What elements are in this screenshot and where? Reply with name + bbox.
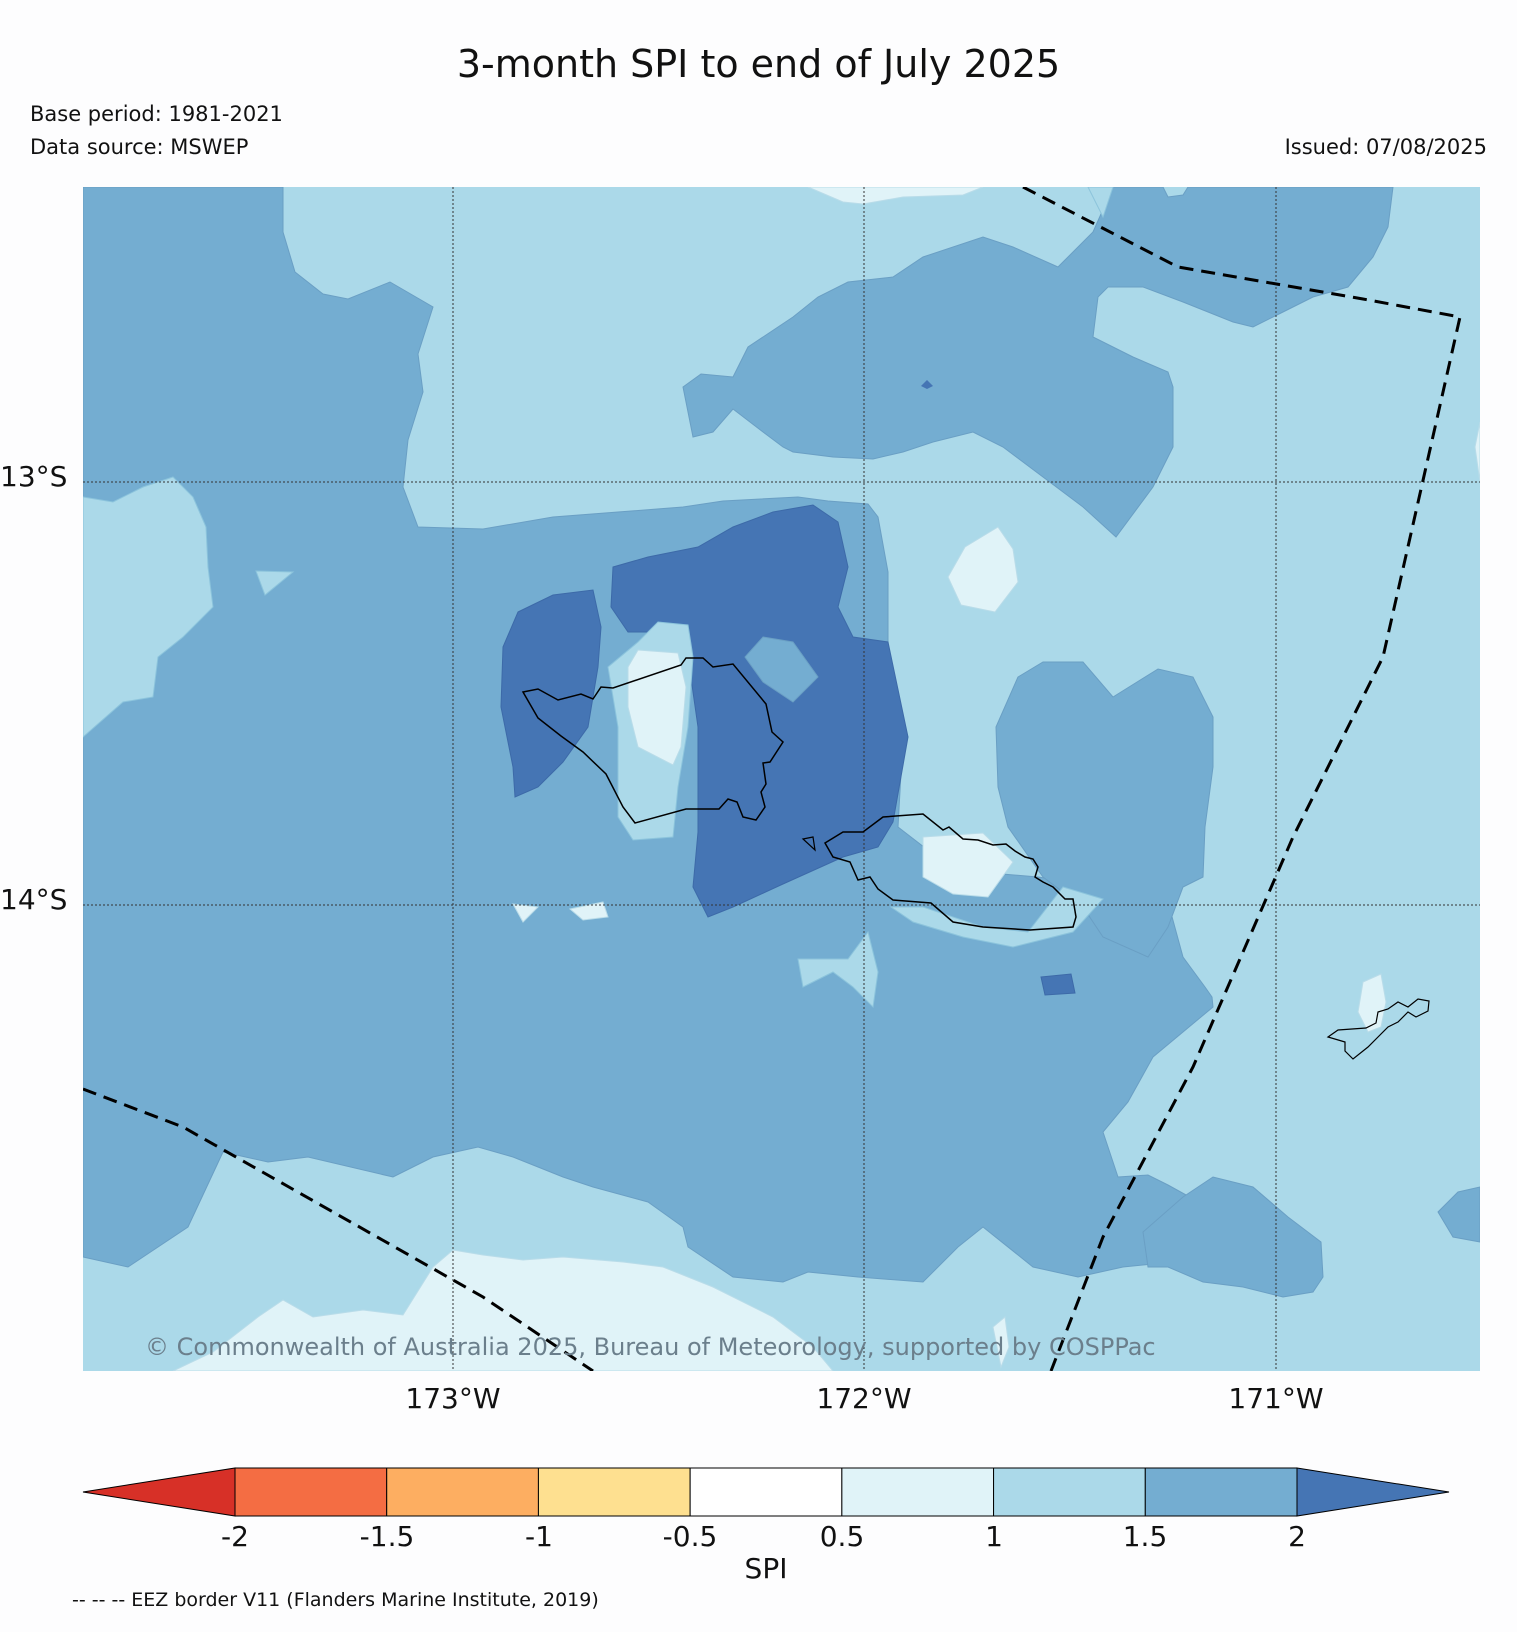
colorbar-tick-neg1-5: -1.5 xyxy=(359,1520,415,1553)
eez-border-note: -- -- -- EEZ border V11 (Flanders Marine… xyxy=(72,1589,599,1611)
spi-map: © Commonwealth of Australia 2025, Bureau… xyxy=(83,187,1480,1371)
band-1-5-2-north xyxy=(682,187,1394,538)
colorbar-segment-1 xyxy=(386,1467,539,1517)
colorbar-tick-neg2: -2 xyxy=(221,1520,249,1553)
lat-label-13s: 13°S xyxy=(0,460,68,493)
copyright-text: © Commonwealth of Australia 2025, Bureau… xyxy=(145,1333,1156,1361)
lon-label-171w: 171°W xyxy=(1228,1382,1324,1415)
band-1-5-2-east xyxy=(995,661,1214,958)
eez-border xyxy=(83,187,1462,1371)
colorbar-segment-4 xyxy=(841,1467,995,1517)
colorbar-segment-2 xyxy=(537,1467,691,1517)
band-0-5-1-small-south xyxy=(992,1316,1010,1369)
issued-date-text: Issued: 07/08/2025 xyxy=(1284,135,1487,159)
colorbar-tick-neg1: -1 xyxy=(525,1520,553,1553)
colorbar-segment-6 xyxy=(1144,1467,1298,1517)
colorbar-extend-high xyxy=(1296,1467,1450,1517)
band-0-5-1-top xyxy=(807,187,984,205)
american-samoa-outline xyxy=(1326,998,1430,1060)
colorbar-tick-2: 2 xyxy=(1288,1520,1306,1553)
band-1-5-2-east-edge xyxy=(1437,1186,1480,1243)
band-gt-2-north-dot xyxy=(921,380,933,389)
upolu-island-outline xyxy=(823,813,1077,931)
band-1-1-5-north-patch xyxy=(1087,187,1114,219)
data-source-text: Data source: MSWEP xyxy=(30,135,249,159)
lat-label-14s: 14°S xyxy=(0,883,68,916)
lon-label-173w: 173°W xyxy=(405,1382,501,1415)
band-1-1-5-small xyxy=(255,570,295,596)
band-1-1-5-west xyxy=(83,476,214,738)
band-gt-2-west xyxy=(500,589,602,798)
colorbar-tick-neg0-5: -0.5 xyxy=(662,1520,718,1553)
colorbar-segment-5 xyxy=(993,1467,1146,1517)
band-gt-2-east-dot xyxy=(1040,973,1076,996)
map-gridlines xyxy=(83,187,1480,1371)
small-islet xyxy=(801,836,816,852)
band-1-5-2-southeast xyxy=(1142,1176,1324,1298)
colorbar-label: SPI xyxy=(744,1552,788,1585)
colorbar-segment-3 xyxy=(689,1467,843,1517)
colorbar-tick-1: 1 xyxy=(985,1520,1003,1553)
map-title: 3-month SPI to end of July 2025 xyxy=(456,42,1061,86)
colorbar-tick-1-5: 1.5 xyxy=(1122,1520,1168,1553)
band-0-5-1-northcenter xyxy=(947,526,1019,613)
band-0-5-1-eastedge xyxy=(1474,421,1480,483)
savaii-island-outline xyxy=(521,657,784,824)
band-1-1-5-south-of-island xyxy=(889,886,1104,948)
colorbar-segments xyxy=(82,1467,1450,1517)
band-0-5-1-westtiny xyxy=(512,901,609,923)
band-0-5-1-island xyxy=(922,832,1014,898)
colorbar-segment-0 xyxy=(234,1467,388,1517)
colorbar-extend-low xyxy=(82,1467,236,1517)
band-1-1-5-spike xyxy=(797,930,879,1009)
lon-label-172w: 172°W xyxy=(816,1382,912,1415)
band-0-5-1-islands-east xyxy=(1357,973,1387,1033)
band-1-5-2-inner xyxy=(744,636,819,703)
spi-colorbar xyxy=(82,1467,1450,1517)
base-period-text: Base period: 1981-2021 xyxy=(30,102,283,126)
colorbar-tick-0-5: 0.5 xyxy=(819,1520,865,1553)
